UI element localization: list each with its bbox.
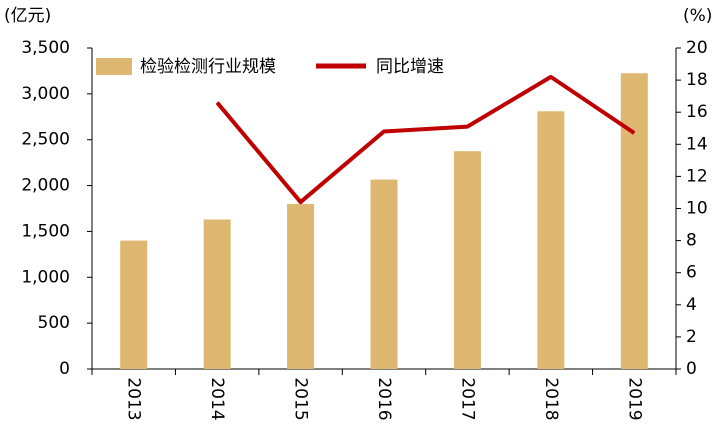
y2-tick-label: 6 bbox=[686, 263, 697, 283]
legend-label: 检验检测行业规模 bbox=[140, 57, 276, 77]
legend-label: 同比增速 bbox=[376, 57, 444, 77]
x-tick-label: 2017 bbox=[457, 377, 477, 420]
y2-tick-label: 8 bbox=[686, 231, 697, 251]
y2-tick-label: 2 bbox=[686, 327, 697, 347]
y-tick-label: 500 bbox=[38, 313, 70, 333]
x-tick-label: 2013 bbox=[124, 377, 144, 420]
x-tick-label: 2015 bbox=[291, 377, 311, 420]
y2-tick-label: 18 bbox=[686, 70, 708, 90]
x-tick-label: 2019 bbox=[624, 377, 644, 420]
bar bbox=[537, 111, 565, 369]
bar bbox=[453, 151, 481, 369]
y2-tick-label: 14 bbox=[686, 134, 708, 154]
bar bbox=[287, 203, 315, 369]
y-tick-label: 3,000 bbox=[21, 84, 70, 104]
x-tick-label: 2016 bbox=[374, 377, 394, 420]
y-tick-label: 1,000 bbox=[21, 267, 70, 287]
y-tick-label: 2,000 bbox=[21, 176, 70, 196]
y2-tick-label: 20 bbox=[686, 38, 708, 58]
line-series bbox=[215, 74, 636, 205]
y-tick-label: 2,500 bbox=[21, 130, 70, 150]
bar bbox=[120, 240, 148, 369]
x-tick-label: 2014 bbox=[207, 377, 227, 420]
x-tick-label: 2018 bbox=[541, 377, 561, 420]
y2-tick-label: 12 bbox=[686, 166, 708, 186]
y-tick-label: 0 bbox=[59, 359, 70, 379]
y-tick-label: 3,500 bbox=[21, 38, 70, 58]
y2-tick-label: 10 bbox=[686, 199, 708, 219]
y2-tick-label: 4 bbox=[686, 295, 697, 315]
y2-axis-label: (%) bbox=[683, 6, 712, 26]
y-tick-label: 1,500 bbox=[21, 221, 70, 241]
bar bbox=[620, 73, 648, 369]
y2-tick-label: 16 bbox=[686, 102, 708, 122]
legend-swatch bbox=[96, 58, 132, 75]
y-axis-label: (亿元) bbox=[4, 6, 51, 26]
bar bbox=[370, 179, 398, 369]
y2-tick-label: 0 bbox=[686, 359, 697, 379]
bar bbox=[203, 219, 231, 369]
